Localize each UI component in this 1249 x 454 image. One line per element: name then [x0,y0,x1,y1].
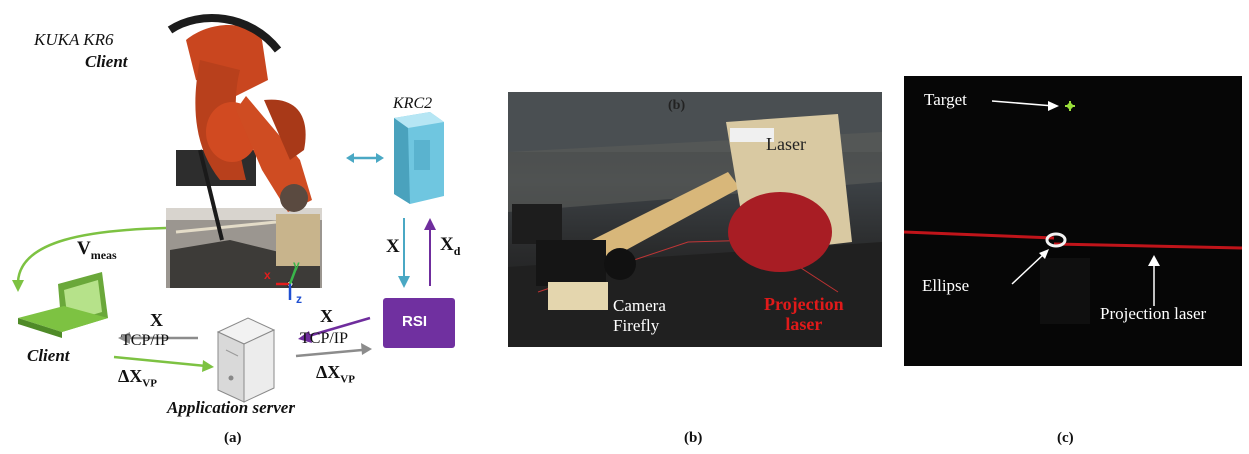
camera-label: Camera Firefly [613,296,666,336]
right-x-label: X [320,306,333,326]
axis-x-label: x [264,268,271,282]
panel-c-graphics [904,100,1242,324]
workspace-photo [166,208,322,288]
caption-c: (c) [1057,430,1074,446]
panel-b-tag: (b) [668,98,686,113]
xd-sub: d [453,243,461,258]
laser-label: Laser [766,134,806,154]
right-dx-sub: VP [340,373,355,386]
robot-subtitle: Client [85,52,128,71]
caption-a: (a) [224,430,242,446]
robot-controller-link [346,153,384,163]
app-server-label: Application server [167,398,295,417]
xd-up-arrow [424,218,436,286]
left-x-label: X [150,310,163,330]
panel-c-photo: Target Ellipse Projection laser [904,76,1242,366]
vmeas-label: Vmeas [77,238,117,263]
rsi-label: RSI [402,313,428,330]
robot-title: KUKA KR6 [34,30,114,49]
xd-main: X [440,234,454,255]
left-dx-main: ΔX [118,366,143,386]
axis-y-label: y [293,258,300,272]
coordinate-frame [276,267,298,300]
panel-b-photo: (b) Laser Camera Firefly Projection lase… [508,92,882,347]
client-label: Client [27,346,70,365]
panel-b-graphics [508,92,882,347]
projection-laser-label: Projection laser [1100,304,1207,323]
x-down-arrow [398,218,410,288]
projection-line1: Projection [764,294,844,314]
left-dx-sub: VP [142,377,157,390]
krc2-cabinet-icon [394,112,444,204]
vmeas-arrow [12,226,167,292]
projection-label: Projection laser [764,294,844,334]
vmeas-sub: meas [90,247,117,262]
caption-b: (b) [684,430,703,446]
left-dx-label: ΔXVP [118,366,157,390]
rsi-block [383,298,455,348]
server-icon [216,317,276,403]
right-protocol-label: TCP/IP [300,330,349,347]
axis-z-label: z [296,292,302,306]
camera-line1: Camera [613,296,666,315]
target-label: Target [924,90,967,109]
ellipse-label: Ellipse [922,276,970,295]
vmeas-main: V [77,238,91,259]
robot-photo [167,14,312,241]
right-dx-main: ΔX [316,362,341,382]
left-link-arrows [113,332,214,372]
camera-line2: Firefly [613,316,660,335]
projection-line2: laser [785,314,823,334]
krc2-label: KRC2 [393,95,433,112]
xd-label: Xd [440,234,460,259]
left-protocol-label: TCP/IP [121,332,170,349]
x-down-label: X [386,236,400,257]
laptop-icon [18,272,108,338]
right-link-arrows [295,316,372,358]
right-dx-label: ΔXVP [316,362,355,386]
